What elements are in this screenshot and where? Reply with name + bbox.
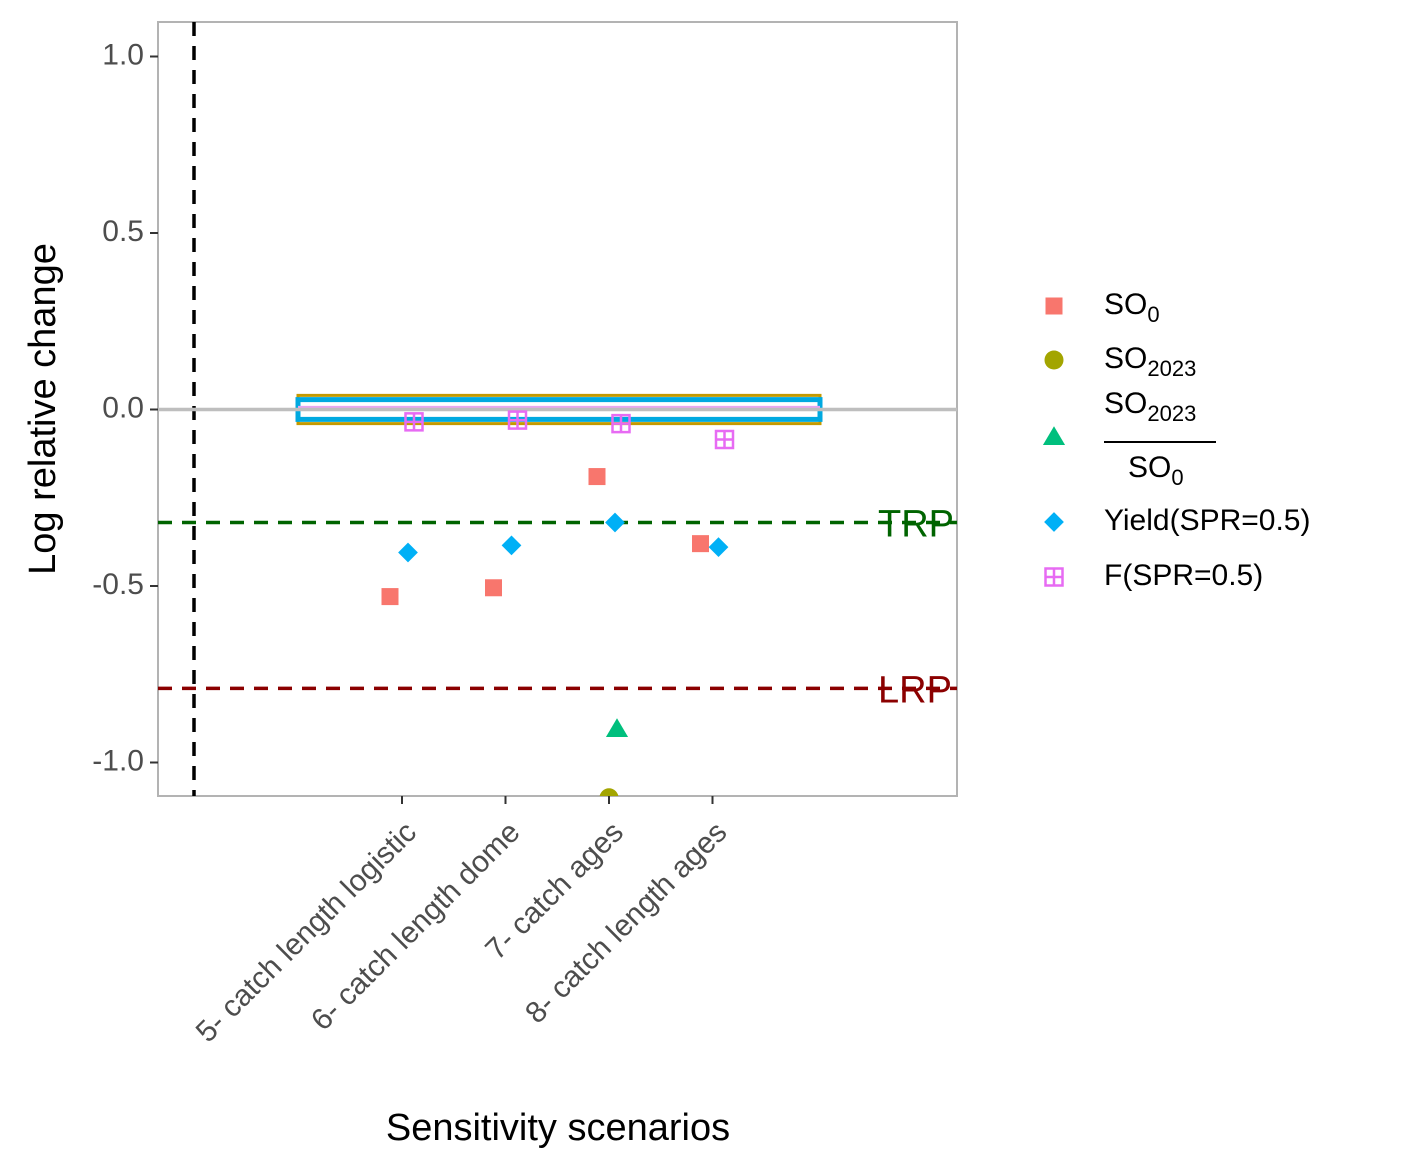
legend-key bbox=[1042, 426, 1066, 446]
data-point bbox=[501, 535, 522, 556]
data-point bbox=[599, 788, 619, 796]
legend-label: F(SPR=0.5) bbox=[1104, 559, 1263, 592]
data-point bbox=[611, 413, 631, 434]
legend-label: SO0 bbox=[1104, 288, 1160, 327]
data-point bbox=[605, 512, 625, 533]
data-point bbox=[404, 412, 424, 432]
data-point bbox=[485, 579, 502, 597]
y-tick-label: 0.0 bbox=[102, 391, 144, 424]
y-tick-label: 1.0 bbox=[102, 38, 144, 71]
legend-entry: Yield(SPR=0.5) bbox=[1044, 504, 1310, 537]
legend-key bbox=[1044, 512, 1064, 532]
x-tick-label: 6- catch length dome bbox=[305, 816, 526, 1037]
data-point bbox=[692, 535, 709, 553]
legend-key bbox=[1045, 297, 1063, 315]
data-point bbox=[714, 429, 735, 450]
data-point bbox=[708, 537, 729, 558]
data-point bbox=[605, 718, 629, 737]
legend-label: SO0 bbox=[1128, 451, 1184, 490]
data-point bbox=[381, 588, 399, 606]
legend-label: SO2023 bbox=[1104, 342, 1196, 381]
legend-entry: SO2023 bbox=[1044, 342, 1196, 381]
y-axis-title: Log relative change bbox=[22, 243, 64, 575]
legend-entry: F(SPR=0.5) bbox=[1044, 559, 1263, 592]
y-tick-label: 0.5 bbox=[102, 215, 144, 248]
reference-line-lrp-label: LRP bbox=[878, 669, 952, 711]
data-point bbox=[588, 468, 606, 486]
y-tick-label: -0.5 bbox=[92, 568, 144, 601]
data-point bbox=[398, 542, 418, 563]
data-point bbox=[507, 410, 528, 430]
reference-line-trp-label: TRP bbox=[878, 503, 954, 545]
legend-label: SO2023 bbox=[1104, 387, 1196, 426]
legend-entry: SO0 bbox=[1045, 288, 1160, 327]
legend-label: Yield(SPR=0.5) bbox=[1104, 504, 1310, 537]
y-tick-label: -1.0 bbox=[92, 744, 144, 777]
legend-entry: SO2023 SO0 bbox=[1042, 387, 1216, 490]
legend-key bbox=[1044, 350, 1064, 370]
x-tick-label: 8- catch length ages bbox=[519, 816, 733, 1030]
legend-key bbox=[1044, 567, 1064, 587]
x-axis-title: Sensitivity scenarios bbox=[386, 1107, 730, 1149]
